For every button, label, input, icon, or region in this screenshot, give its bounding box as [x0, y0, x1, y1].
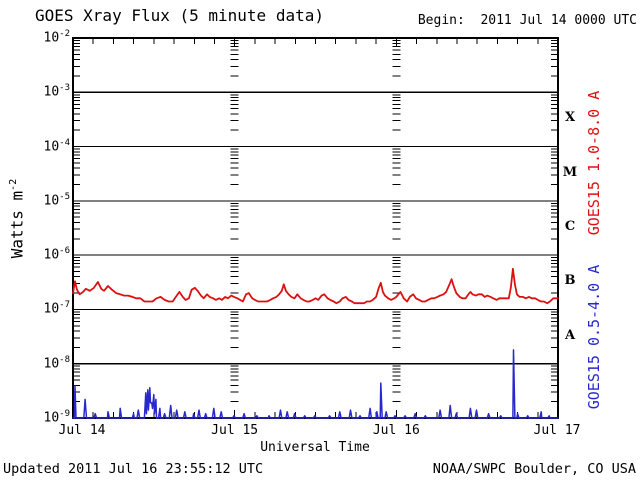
- y-tick-label: 10-8: [43, 354, 71, 372]
- credit-text: NOAA/SWPC Boulder, CO USA: [432, 461, 636, 477]
- y-tick-label: 10-2: [43, 29, 71, 46]
- plot-frame: [72, 37, 559, 419]
- y-tick-label: 10-4: [43, 137, 71, 154]
- y-tick-label: 10-7: [43, 300, 71, 317]
- page-title: GOES Xray Flux (5 minute data): [35, 6, 324, 25]
- flare-class-m: M: [562, 164, 578, 180]
- legend-goes15-long-channel: GOES15 1.0-8.0 A: [585, 90, 603, 236]
- x-tick-label: Jul 16: [372, 423, 420, 438]
- y-axis-title-exponent: -2: [8, 178, 20, 191]
- updated-timestamp: Updated 2011 Jul 16 23:55:12 UTC: [3, 461, 264, 477]
- y-axis-title: Watts m-2: [8, 159, 27, 279]
- flare-class-c: C: [564, 219, 576, 234]
- x-tick-label: Jul 14: [58, 423, 106, 438]
- y-tick-label: 10-3: [43, 83, 71, 100]
- legend-goes15-short-channel: GOES15 0.5-4.0 A: [585, 264, 603, 410]
- y-tick-label: 10-9: [43, 409, 71, 426]
- series-goes15-1-0-8-0-a: [72, 267, 559, 305]
- x-tick-label: Jul 17: [533, 423, 581, 438]
- flare-class-x: X: [564, 110, 576, 126]
- x-tick-label: Jul 15: [211, 423, 259, 438]
- y-tick-label: 10-5: [43, 191, 71, 209]
- series-goes15-0-5-4-0-a: [72, 349, 559, 419]
- x-axis-title: Universal Time: [260, 440, 370, 455]
- flare-class-b: B: [564, 273, 576, 289]
- begin-timestamp: Begin: 2011 Jul 14 0000 UTC: [417, 13, 637, 28]
- y-axis-title-base: Watts m: [7, 190, 27, 259]
- y-tick-label: 10-6: [43, 246, 71, 263]
- flare-class-a: A: [564, 327, 576, 343]
